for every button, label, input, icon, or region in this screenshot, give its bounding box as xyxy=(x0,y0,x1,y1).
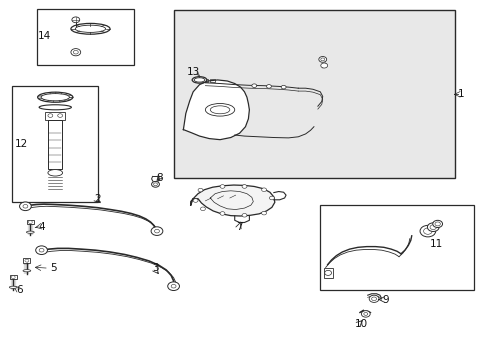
Circle shape xyxy=(363,312,367,315)
Circle shape xyxy=(36,246,47,255)
Bar xyxy=(203,79,207,82)
Text: 10: 10 xyxy=(354,319,366,329)
Text: 2: 2 xyxy=(94,194,101,204)
Circle shape xyxy=(48,114,53,117)
Circle shape xyxy=(320,58,324,61)
Bar xyxy=(210,79,215,82)
Ellipse shape xyxy=(75,25,105,32)
Circle shape xyxy=(324,270,331,275)
Circle shape xyxy=(153,183,157,186)
Polygon shape xyxy=(190,185,274,216)
Text: 14: 14 xyxy=(37,31,51,41)
Circle shape xyxy=(220,185,224,188)
Text: 5: 5 xyxy=(50,263,57,273)
Circle shape xyxy=(171,284,176,288)
Circle shape xyxy=(71,49,81,56)
Ellipse shape xyxy=(9,286,17,288)
Text: 1: 1 xyxy=(457,89,464,99)
Ellipse shape xyxy=(205,104,234,116)
Ellipse shape xyxy=(38,92,73,102)
Text: 7: 7 xyxy=(236,222,243,232)
Ellipse shape xyxy=(48,170,62,176)
Bar xyxy=(323,268,332,278)
Ellipse shape xyxy=(194,78,204,82)
Bar xyxy=(23,258,30,263)
Circle shape xyxy=(23,204,28,208)
Circle shape xyxy=(25,259,29,262)
Bar xyxy=(45,112,65,120)
Circle shape xyxy=(427,223,438,231)
Circle shape xyxy=(434,222,440,226)
Text: 13: 13 xyxy=(186,67,200,77)
Ellipse shape xyxy=(39,105,71,110)
Circle shape xyxy=(151,181,159,187)
Circle shape xyxy=(154,229,159,233)
Circle shape xyxy=(320,63,327,68)
Ellipse shape xyxy=(41,94,69,101)
Circle shape xyxy=(266,85,271,88)
Circle shape xyxy=(167,282,179,291)
Text: 12: 12 xyxy=(14,139,28,149)
Circle shape xyxy=(58,114,62,117)
Ellipse shape xyxy=(192,77,206,83)
Circle shape xyxy=(318,57,326,62)
Text: 9: 9 xyxy=(381,294,388,305)
Circle shape xyxy=(419,225,435,237)
Polygon shape xyxy=(183,80,249,140)
Circle shape xyxy=(281,85,285,89)
Circle shape xyxy=(198,188,203,192)
Bar xyxy=(27,220,34,224)
Bar xyxy=(10,275,17,279)
Text: 6: 6 xyxy=(16,285,23,295)
Circle shape xyxy=(20,202,31,211)
Circle shape xyxy=(220,212,224,215)
Circle shape xyxy=(200,207,205,211)
Circle shape xyxy=(269,196,274,200)
Circle shape xyxy=(39,248,44,252)
Text: 3: 3 xyxy=(152,263,159,273)
Bar xyxy=(37,9,134,65)
Bar xyxy=(173,10,454,178)
Circle shape xyxy=(429,225,436,230)
Circle shape xyxy=(28,221,32,224)
Circle shape xyxy=(11,276,15,279)
Circle shape xyxy=(242,213,246,217)
Bar xyxy=(12,86,98,202)
Circle shape xyxy=(251,84,256,87)
Circle shape xyxy=(361,311,369,317)
Ellipse shape xyxy=(26,231,34,233)
Text: 11: 11 xyxy=(429,239,443,249)
Ellipse shape xyxy=(71,23,110,34)
Circle shape xyxy=(151,227,163,235)
Circle shape xyxy=(261,211,266,215)
Bar xyxy=(320,205,473,290)
Circle shape xyxy=(432,220,442,228)
Circle shape xyxy=(261,188,266,192)
Circle shape xyxy=(73,50,78,54)
Circle shape xyxy=(193,199,198,202)
Circle shape xyxy=(242,185,246,188)
Ellipse shape xyxy=(210,106,229,114)
Circle shape xyxy=(72,17,80,23)
Circle shape xyxy=(368,295,378,302)
Text: 4: 4 xyxy=(38,222,45,232)
Ellipse shape xyxy=(23,270,31,272)
Circle shape xyxy=(371,297,376,301)
Bar xyxy=(48,120,62,169)
Circle shape xyxy=(423,228,431,234)
Text: 8: 8 xyxy=(156,173,163,183)
